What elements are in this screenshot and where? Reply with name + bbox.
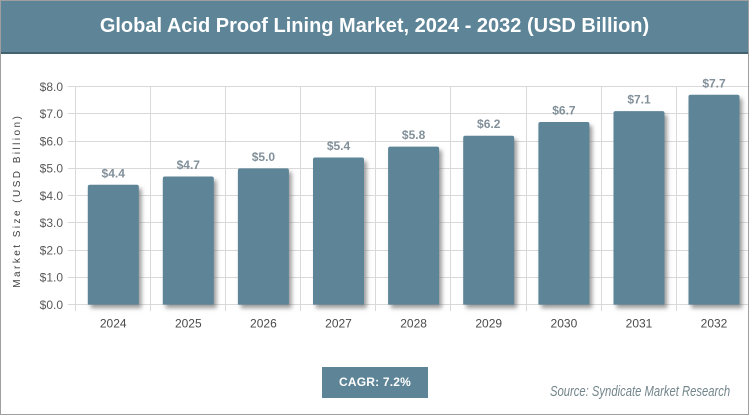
- svg-text:$4.0: $4.0: [40, 189, 64, 203]
- svg-text:$7.7: $7.7: [702, 76, 726, 90]
- svg-text:$6.7: $6.7: [552, 104, 576, 118]
- svg-text:$1.0: $1.0: [40, 271, 64, 285]
- svg-text:2030: 2030: [551, 317, 578, 331]
- svg-text:$5.8: $5.8: [402, 128, 426, 142]
- svg-text:$4.4: $4.4: [102, 166, 126, 180]
- svg-text:$7.1: $7.1: [627, 93, 651, 107]
- svg-text:2031: 2031: [626, 317, 653, 331]
- svg-text:$6.2: $6.2: [477, 117, 501, 131]
- svg-text:$6.0: $6.0: [40, 134, 64, 148]
- svg-text:$3.0: $3.0: [40, 216, 64, 230]
- svg-text:2032: 2032: [701, 317, 728, 331]
- svg-text:$8.0: $8.0: [40, 80, 64, 94]
- svg-text:$5.4: $5.4: [327, 139, 351, 153]
- svg-text:$2.0: $2.0: [40, 243, 64, 257]
- svg-text:2029: 2029: [475, 317, 502, 331]
- svg-text:2027: 2027: [325, 317, 352, 331]
- svg-text:$4.7: $4.7: [177, 158, 201, 172]
- svg-text:$0.0: $0.0: [40, 298, 64, 312]
- svg-text:$5.0: $5.0: [40, 162, 64, 176]
- svg-text:2028: 2028: [400, 317, 427, 331]
- svg-text:$5.0: $5.0: [252, 150, 276, 164]
- svg-text:$7.0: $7.0: [40, 107, 64, 121]
- svg-text:2025: 2025: [175, 317, 202, 331]
- svg-text:2024: 2024: [100, 317, 127, 331]
- svg-text:Market Size (USD Billion): Market Size (USD Billion): [12, 114, 23, 288]
- svg-text:2026: 2026: [250, 317, 277, 331]
